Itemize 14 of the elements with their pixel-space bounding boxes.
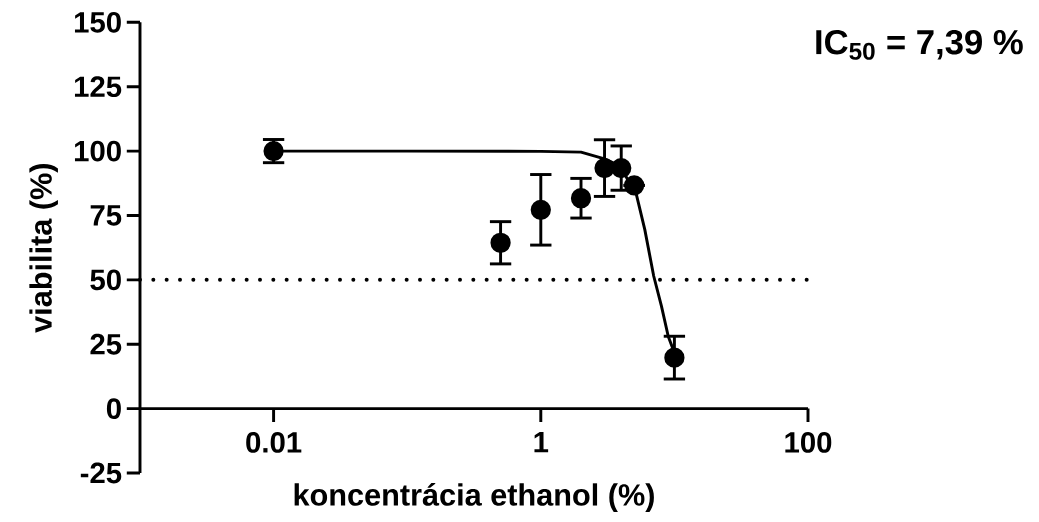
y-tick-label: 50 xyxy=(90,269,121,291)
y-tick-label: -25 xyxy=(80,462,122,484)
x-tick-label: 1 xyxy=(534,432,549,453)
y-tick-label: 125 xyxy=(74,76,122,98)
y-tick-label: 25 xyxy=(90,333,122,355)
y-tick-label: 100 xyxy=(74,140,121,162)
x-tick-label: 0.01 xyxy=(246,431,302,453)
text: IC$_{50}$ = 7,39 % xyxy=(816,29,1023,60)
y-axis-title: viabilita (%) xyxy=(29,164,58,333)
x-axis-title: koncentrácia ethanol (%) xyxy=(294,483,654,512)
x-tick-label: 100 xyxy=(785,431,832,453)
y-tick-label: 75 xyxy=(90,205,122,226)
y-tick-label: 0 xyxy=(106,398,121,420)
y-tick-label: 150 xyxy=(74,11,121,33)
